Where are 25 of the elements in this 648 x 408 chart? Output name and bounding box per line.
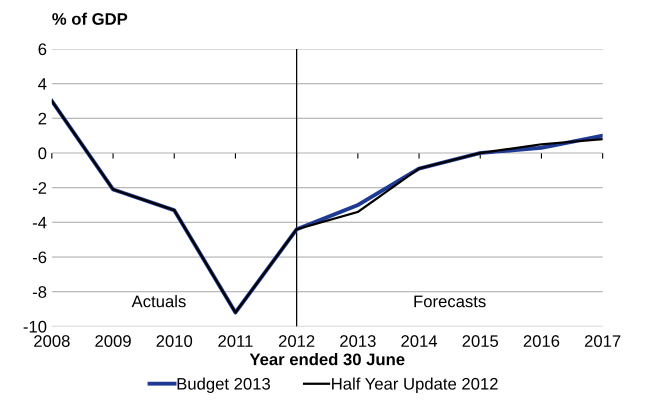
y-tick-label: -6 bbox=[32, 251, 46, 264]
y-tick-label: -4 bbox=[32, 216, 46, 228]
y-axis-title: % of GDP bbox=[52, 12, 128, 25]
y-tick-label: -8 bbox=[32, 286, 46, 298]
x-tick-label: 2016 bbox=[524, 335, 560, 347]
y-tick-label: 2 bbox=[38, 112, 46, 124]
legend-label: Half Year Update 2012 bbox=[332, 377, 498, 393]
annotation: Forecasts bbox=[414, 296, 486, 308]
legend-label: Budget 2013 bbox=[178, 377, 270, 393]
annotation: Actuals bbox=[132, 295, 186, 308]
y-tick-label: -2 bbox=[32, 182, 46, 194]
y-tick-label: 6 bbox=[38, 43, 46, 56]
x-tick-label: 2014 bbox=[401, 335, 438, 347]
x-tick-label: 2008 bbox=[34, 335, 70, 347]
y-tick-label: 0 bbox=[38, 147, 46, 160]
x-tick-label: 2013 bbox=[340, 335, 376, 347]
y-tick-label: -10 bbox=[24, 320, 46, 333]
x-tick-label: 2011 bbox=[218, 335, 253, 347]
x-tick-label: 2017 bbox=[584, 335, 620, 347]
x-tick-label: 2015 bbox=[462, 335, 498, 347]
x-tick-label: 2009 bbox=[95, 335, 131, 347]
x-tick-label: 2012 bbox=[278, 335, 314, 347]
x-tick-label: 2010 bbox=[156, 335, 192, 347]
x-axis-title: Year ended 30 June bbox=[250, 353, 404, 366]
y-tick-label: 4 bbox=[38, 78, 46, 90]
